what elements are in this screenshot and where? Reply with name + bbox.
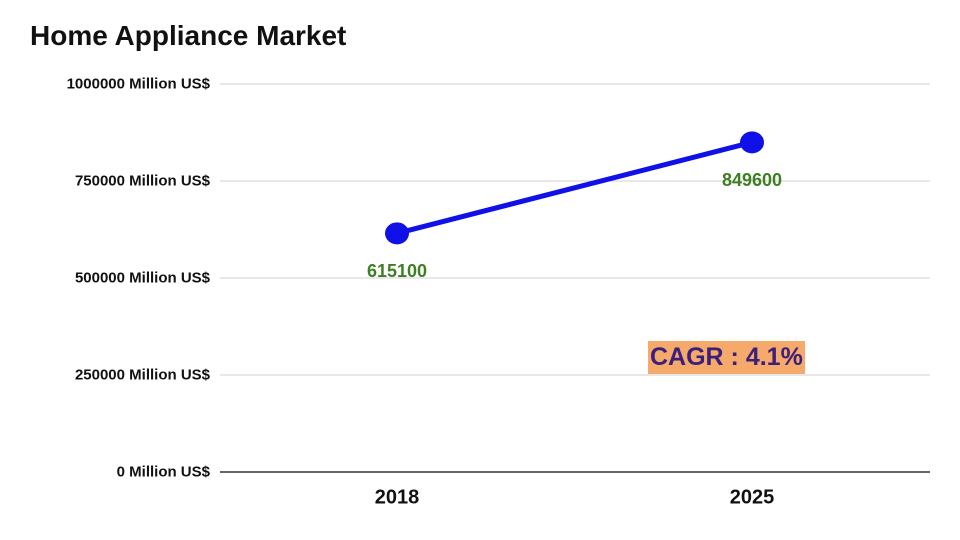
x-tick-label: 2025	[730, 486, 775, 508]
value-label: 849600	[722, 170, 782, 190]
chart-title: Home Appliance Market	[30, 20, 347, 51]
y-tick-label: 1000000 Million US$	[66, 75, 210, 93]
data-point	[740, 131, 764, 154]
y-tick-label: 0 Million US$	[116, 463, 210, 481]
x-tick-label: 2018	[375, 486, 420, 508]
annotation: CAGR : 4.1%	[648, 341, 805, 374]
y-tick-label: 500000 Million US$	[74, 269, 210, 287]
data-point	[385, 222, 409, 245]
y-tick-label: 250000 Million US$	[74, 366, 210, 384]
series-line	[396, 139, 753, 236]
y-tick-label: 750000 Million US$	[74, 172, 210, 190]
value-label: 615100	[367, 261, 427, 281]
